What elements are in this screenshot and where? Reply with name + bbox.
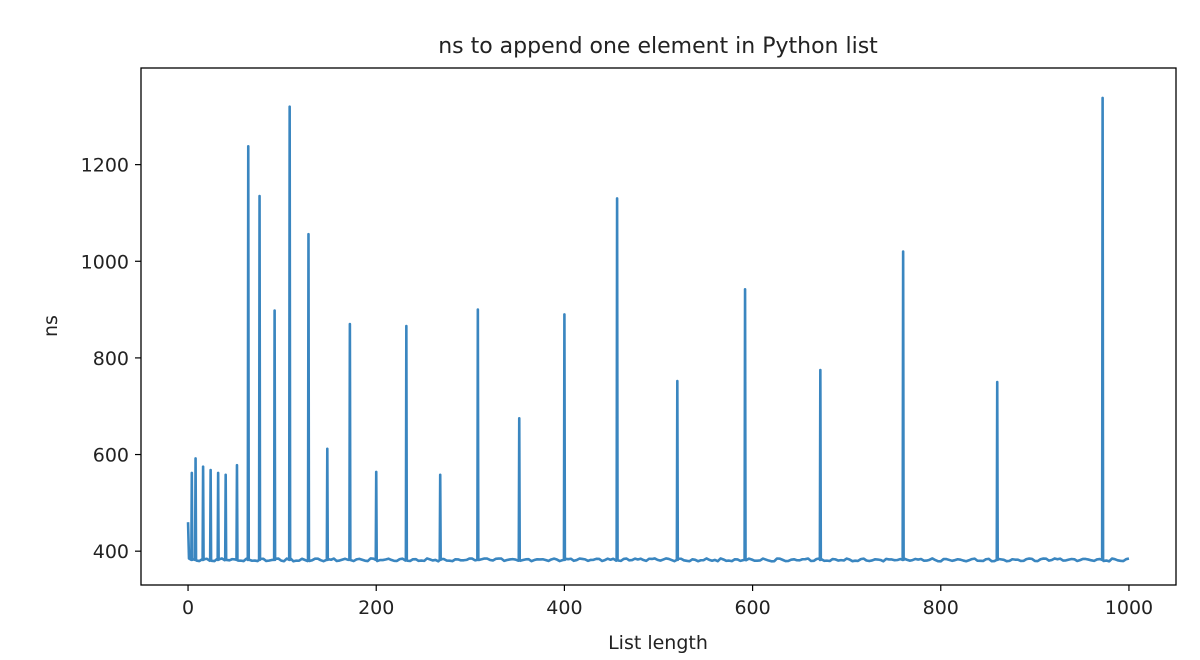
y-tick-label: 1000: [81, 251, 129, 273]
x-tick-label: 1000: [1105, 597, 1153, 619]
x-axis: 0 200 400 600 800 1000: [182, 585, 1153, 619]
y-tick-label: 800: [93, 348, 129, 370]
x-tick-label: 600: [734, 597, 770, 619]
series-line: [186, 96, 1130, 563]
y-tick-label: 400: [93, 541, 129, 563]
x-tick-label: 400: [546, 597, 582, 619]
y-tick-label: 600: [93, 445, 129, 467]
y-axis-label: ns: [40, 315, 62, 337]
x-tick-label: 0: [182, 597, 194, 619]
data-layer: [186, 96, 1130, 563]
x-tick-label: 800: [923, 597, 959, 619]
y-axis: 400 600 800 1000 1200: [81, 155, 141, 563]
chart-title: ns to append one element in Python list: [438, 34, 878, 59]
y-tick-label: 1200: [81, 155, 129, 177]
x-axis-label: List length: [608, 632, 708, 654]
plot-area-frame: [140, 67, 1177, 586]
x-tick-label: 200: [358, 597, 394, 619]
